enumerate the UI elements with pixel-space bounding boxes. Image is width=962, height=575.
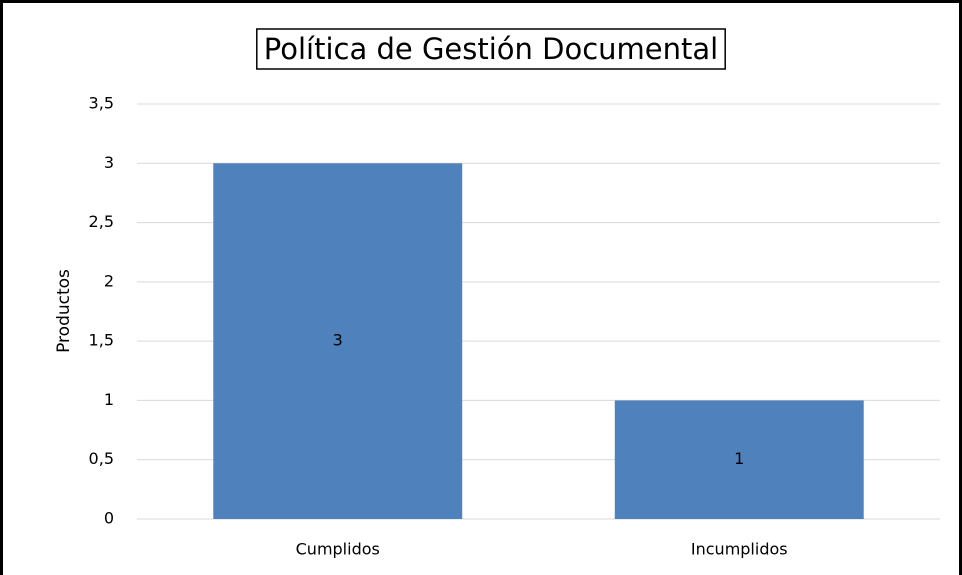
chart-title: Política de Gestión Documental bbox=[264, 32, 718, 66]
bar bbox=[614, 400, 864, 519]
title-box bbox=[256, 28, 726, 70]
data-label: 3 bbox=[333, 331, 343, 350]
y-axis-label: Productos bbox=[54, 269, 74, 353]
data-label: 1 bbox=[734, 449, 744, 468]
y-tick-label: 2,5 bbox=[89, 212, 114, 231]
y-tick-label: 1 bbox=[104, 390, 114, 409]
x-tick-label: Cumplidos bbox=[296, 540, 380, 559]
y-tick-label: 0,5 bbox=[89, 449, 114, 468]
y-tick-label: 2 bbox=[104, 271, 114, 290]
y-tick-label: 3,5 bbox=[89, 94, 114, 113]
y-tick-label: 0 bbox=[104, 509, 114, 528]
y-tick-label: 1,5 bbox=[89, 331, 114, 350]
y-tick-label: 3 bbox=[104, 153, 114, 172]
bar bbox=[213, 163, 463, 520]
x-tick-label: Incumplidos bbox=[691, 540, 788, 559]
